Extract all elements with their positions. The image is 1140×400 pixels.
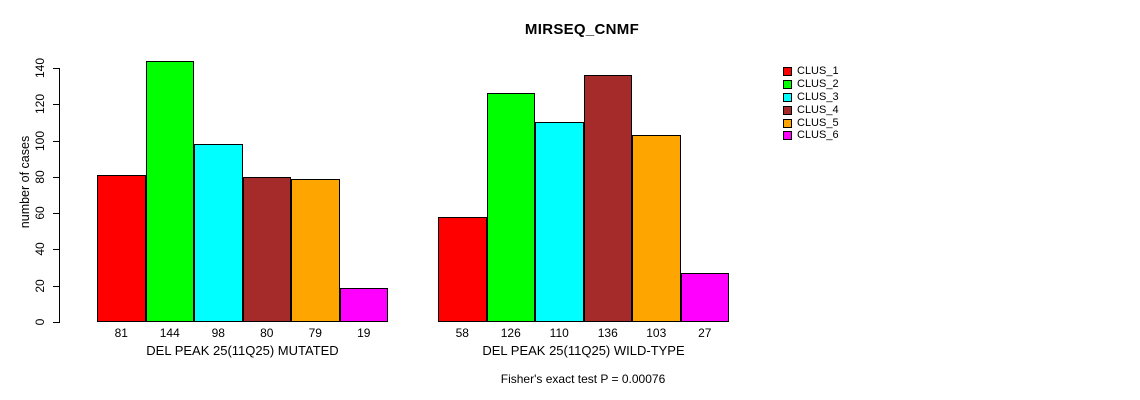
bar [339, 287, 388, 322]
bar-value-label: 136 [597, 326, 618, 340]
y-axis-line [59, 68, 60, 323]
bar-value-label: 103 [646, 326, 667, 340]
legend-label: CLUS_6 [797, 129, 839, 142]
legend-label: CLUS_4 [797, 103, 839, 116]
legend: CLUS_1 CLUS_2 CLUS_3 CLUS_4 CLUS_5 CLUS_6 [783, 65, 839, 142]
legend-swatch [783, 92, 792, 102]
legend-label: CLUS_2 [797, 77, 839, 90]
y-axis-tick-label: 0 [33, 318, 47, 326]
bar-value-label: 110 [549, 326, 569, 340]
bar-value-label: 58 [455, 326, 469, 340]
bar-value-label: 81 [114, 326, 128, 340]
y-axis-label: number of cases [18, 135, 32, 229]
bar-value-label: 98 [211, 326, 225, 340]
y-axis-tick [53, 140, 60, 142]
bar [291, 178, 340, 322]
x-axis-group-label: DEL PEAK 25(11Q25) MUTATED [146, 343, 339, 358]
y-axis-tick-label: 140 [33, 57, 47, 79]
y-axis-tick-label: 20 [33, 279, 47, 293]
bar [535, 122, 584, 322]
legend-item: CLUS_3 [783, 91, 839, 104]
bar [194, 144, 243, 322]
legend-label: CLUS_1 [797, 64, 839, 77]
legend-swatch [783, 79, 792, 89]
y-axis-tick [53, 322, 60, 323]
legend-item: CLUS_1 [783, 65, 839, 78]
bar [242, 176, 291, 322]
y-axis-tick-label: 100 [33, 130, 47, 151]
bar [583, 75, 632, 322]
chart-title: MIRSEQ_CNMF [524, 21, 640, 38]
fisher-test-annotation: Fisher's exact test P = 0.00076 [500, 372, 666, 386]
legend-item: CLUS_5 [783, 117, 839, 130]
legend-label: CLUS_3 [797, 90, 839, 103]
legend-item: CLUS_4 [783, 104, 839, 117]
y-axis-tick [53, 249, 60, 251]
y-axis-tick [53, 285, 60, 287]
bar [438, 216, 487, 322]
y-axis-tick [53, 104, 60, 106]
bar [145, 60, 194, 322]
y-axis-tick [53, 213, 60, 215]
bar-value-label: 19 [357, 326, 371, 340]
y-axis-tick [53, 176, 60, 178]
bar [632, 135, 681, 322]
legend-swatch [783, 105, 792, 115]
x-axis-group-label: DEL PEAK 25(11Q25) WILD-TYPE [482, 343, 685, 358]
y-axis-tick [53, 68, 60, 69]
y-axis-tick-label: 120 [33, 94, 47, 115]
legend-label: CLUS_5 [797, 116, 839, 129]
bar [97, 175, 146, 322]
legend-swatch [783, 66, 792, 76]
bar-value-label: 80 [260, 326, 274, 340]
y-axis-tick-label: 40 [33, 242, 47, 257]
bar-value-label: 27 [698, 326, 712, 340]
bar-value-label: 126 [500, 326, 521, 340]
legend-item: CLUS_6 [783, 129, 839, 142]
bar-value-label: 144 [159, 326, 180, 340]
bar [486, 93, 535, 322]
legend-swatch [783, 118, 792, 128]
bar [680, 273, 729, 322]
y-axis-tick-label: 80 [33, 170, 47, 184]
legend-item: CLUS_2 [783, 78, 839, 91]
bar-value-label: 79 [308, 326, 322, 340]
y-axis-tick-label: 60 [33, 206, 47, 220]
legend-swatch [783, 131, 792, 141]
